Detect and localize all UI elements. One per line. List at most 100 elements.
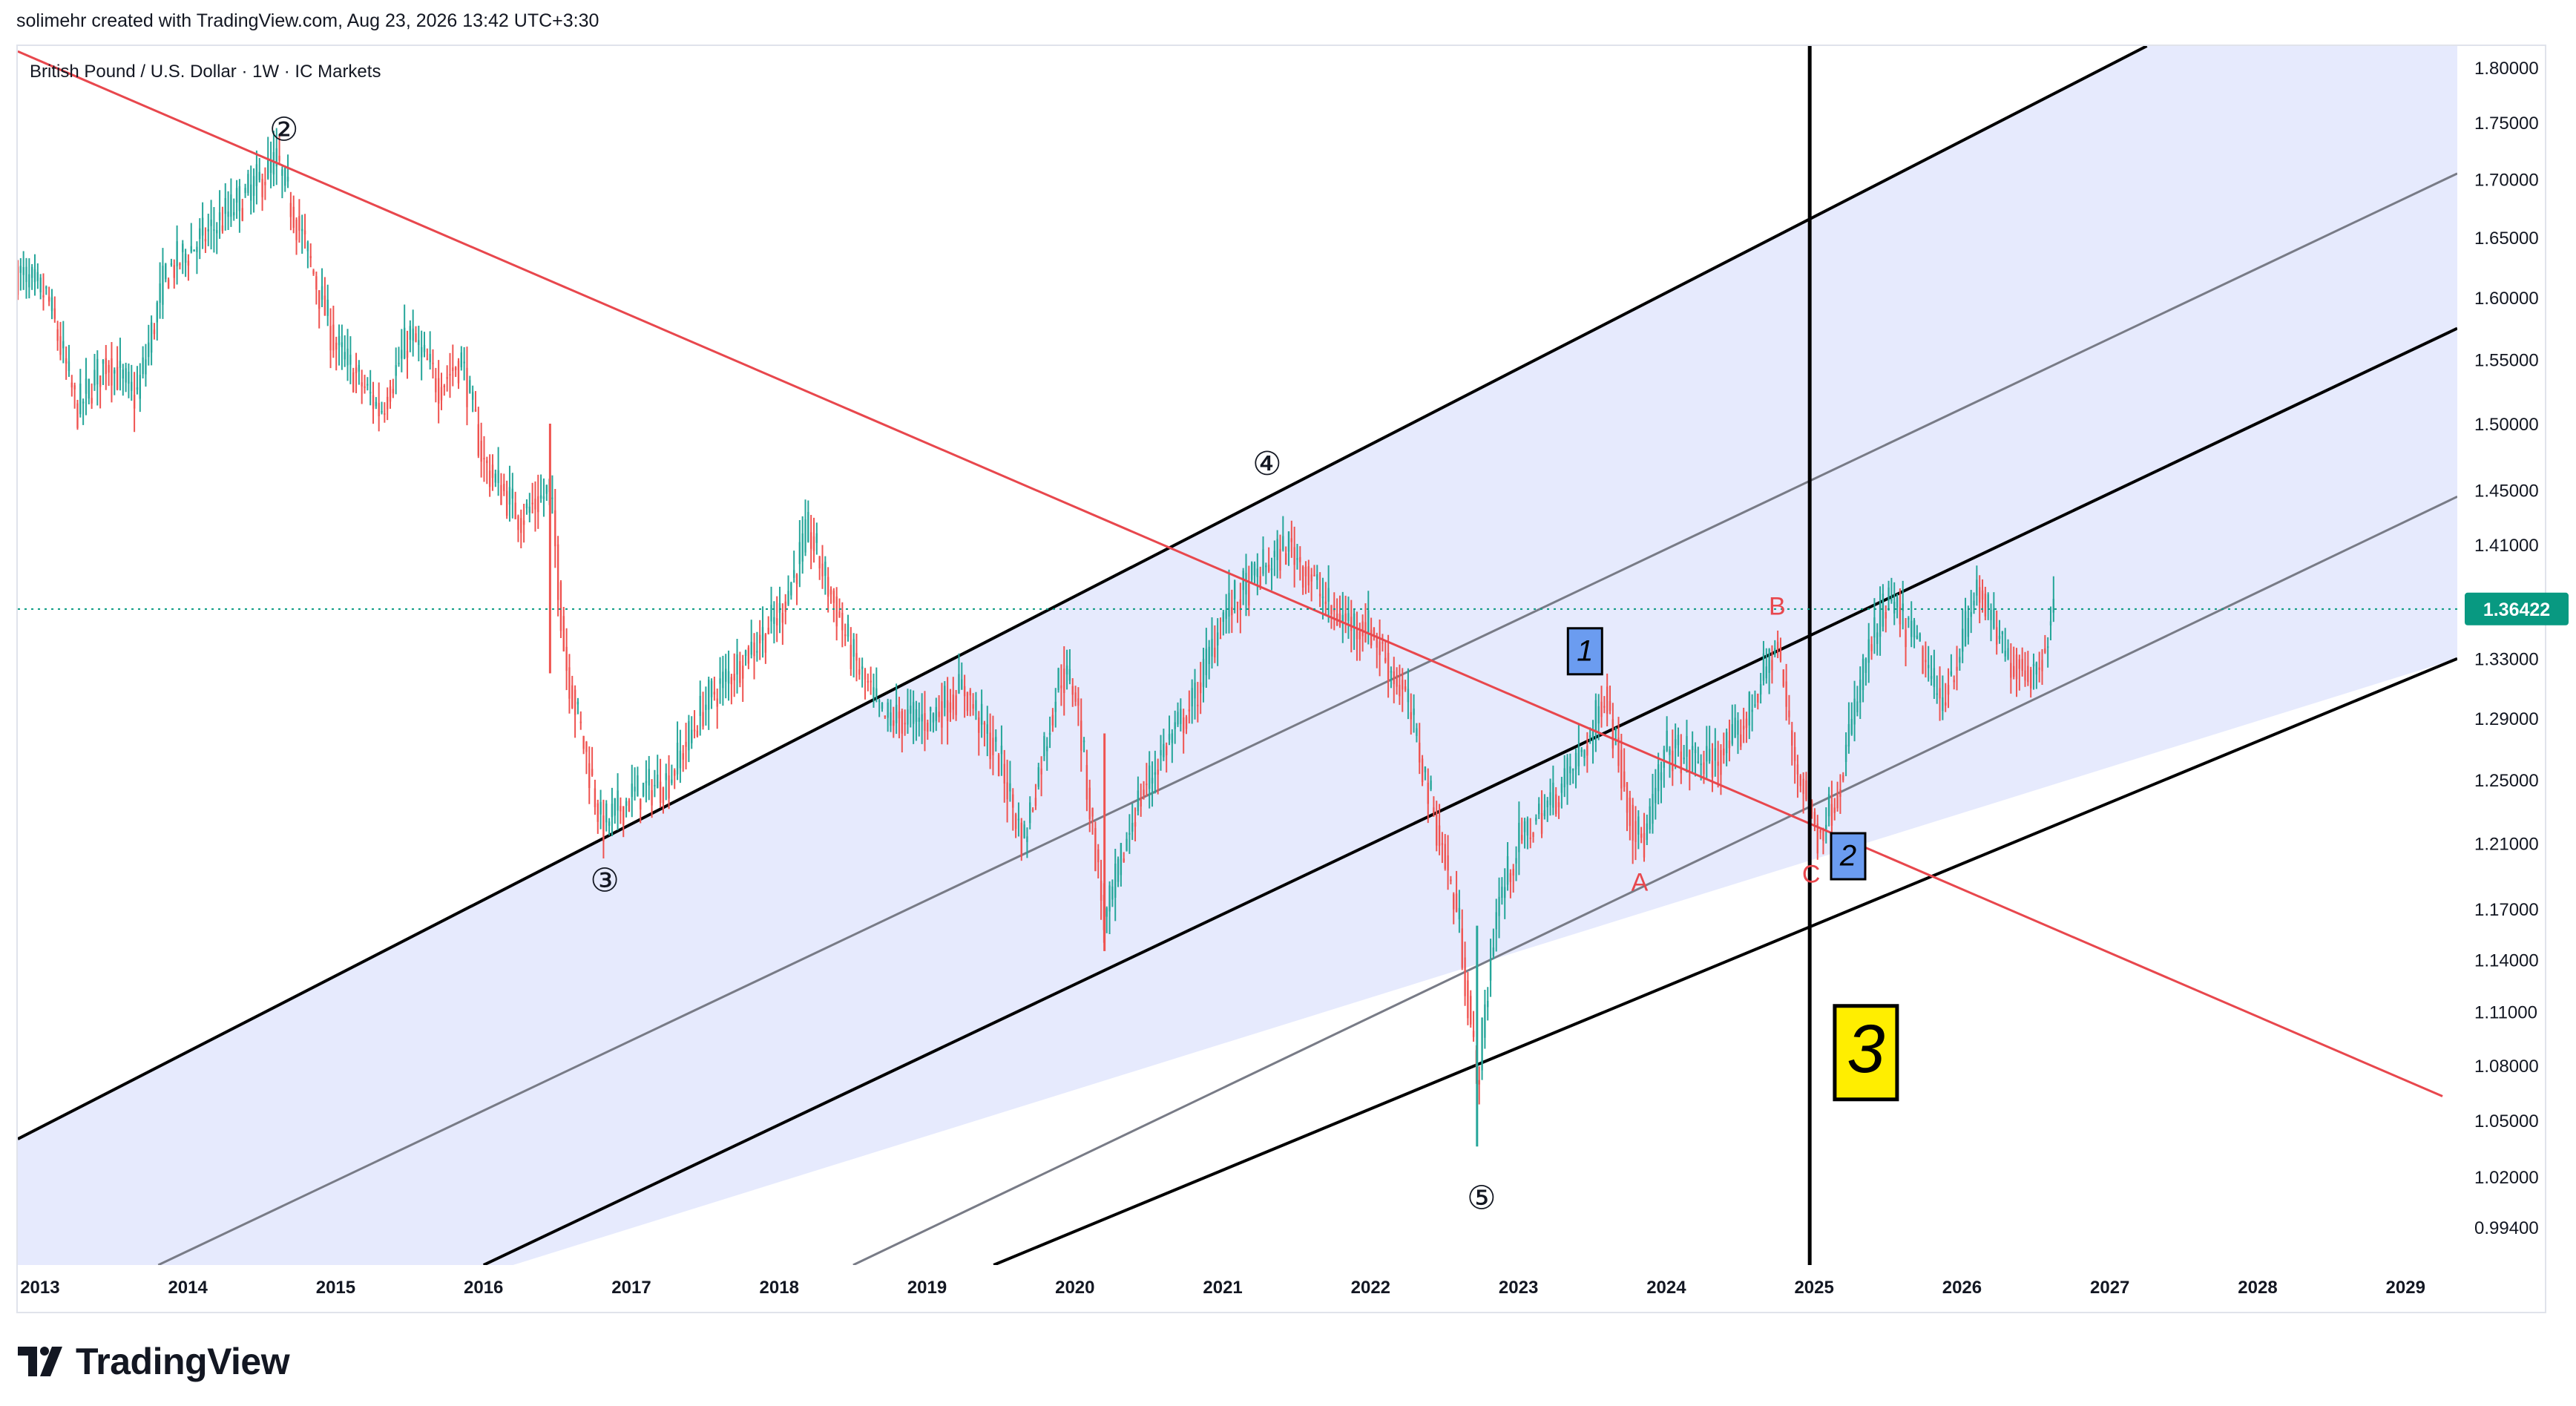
candle-body xyxy=(679,750,682,769)
chart-frame[interactable] xyxy=(16,45,2546,1313)
candle xyxy=(1657,752,1660,805)
candle xyxy=(176,225,178,285)
y-tick-label: 1.80000 xyxy=(2474,59,2539,79)
tradingview-logo[interactable]: TradingView xyxy=(18,1340,290,1383)
channel-line-3 xyxy=(993,657,2457,1265)
candle-body xyxy=(1523,821,1526,832)
candle xyxy=(213,207,215,253)
wave-label-4: ⑤ xyxy=(1467,1179,1496,1217)
candle xyxy=(955,689,957,721)
candle xyxy=(1146,763,1148,797)
candle-body xyxy=(136,387,139,390)
candle xyxy=(1171,729,1174,763)
candle xyxy=(1074,686,1077,706)
candle-body xyxy=(278,155,280,161)
candle xyxy=(1867,622,1870,683)
candle-body xyxy=(2010,663,2012,678)
candle-body xyxy=(1979,587,1981,603)
candle-body xyxy=(261,179,263,197)
candle-body xyxy=(1450,879,1452,881)
candle-body xyxy=(298,216,300,231)
candle xyxy=(1131,804,1134,841)
candle xyxy=(159,262,161,319)
candle xyxy=(685,723,687,769)
candle xyxy=(486,456,488,484)
candle-body xyxy=(1620,749,1623,789)
candle xyxy=(671,764,673,786)
candle xyxy=(19,257,22,291)
candle xyxy=(165,263,167,283)
candle xyxy=(1614,727,1617,746)
candle xyxy=(474,391,477,413)
candle-body xyxy=(531,502,533,505)
candle xyxy=(844,623,847,646)
candle xyxy=(91,383,93,410)
candle-body xyxy=(1166,746,1168,755)
candle-body xyxy=(815,533,818,543)
candle-body xyxy=(1737,720,1739,735)
candle xyxy=(466,346,468,426)
candle xyxy=(323,277,326,316)
candle-body xyxy=(1034,798,1037,807)
candle-body xyxy=(1847,723,1850,747)
candle xyxy=(1521,817,1523,844)
candle-body xyxy=(585,741,588,752)
candle xyxy=(2038,651,2040,683)
candle xyxy=(477,407,479,459)
y-tick-label: 1.33000 xyxy=(2474,650,2539,670)
candle-body xyxy=(1441,843,1444,845)
candle-body xyxy=(1873,617,1876,638)
candle xyxy=(1020,818,1022,861)
candle xyxy=(1114,848,1117,922)
candle-body xyxy=(1734,717,1736,738)
candle-body xyxy=(1344,613,1347,621)
candle-body xyxy=(1538,804,1540,815)
candle-body xyxy=(45,286,47,289)
candle-body xyxy=(614,798,616,816)
candle xyxy=(1691,731,1694,773)
candle xyxy=(1373,627,1376,641)
candle-body xyxy=(1313,574,1315,576)
candle xyxy=(1680,734,1683,784)
last-price-tag[interactable]: 1.36422 xyxy=(2465,592,2569,625)
candle-body xyxy=(1902,603,1904,611)
candle-body xyxy=(1546,801,1548,808)
candle xyxy=(93,353,96,391)
candle-body xyxy=(108,364,110,373)
candle-body xyxy=(358,364,361,372)
candle-body xyxy=(1577,746,1580,766)
candle xyxy=(1734,704,1736,738)
candle-body xyxy=(975,700,977,711)
candle-body xyxy=(910,705,912,714)
candle xyxy=(494,469,496,487)
candle-body xyxy=(545,484,548,494)
candle xyxy=(2024,651,2026,687)
candle-body xyxy=(1862,658,1864,690)
candle-body xyxy=(477,424,479,456)
candle xyxy=(1009,761,1011,802)
y-tick-label: 1.11000 xyxy=(2474,1003,2537,1023)
candle xyxy=(1549,778,1551,816)
candle-body xyxy=(1864,658,1867,673)
candle-body xyxy=(153,329,156,335)
candle xyxy=(1014,812,1017,838)
x-tick-label: 2027 xyxy=(2090,1278,2129,1298)
candle-body xyxy=(1842,775,1844,781)
candle-body xyxy=(250,184,252,201)
candle-body xyxy=(835,597,838,627)
candle xyxy=(1512,864,1514,893)
candle xyxy=(1324,582,1327,617)
candle-body xyxy=(1419,742,1421,763)
candle xyxy=(764,633,767,664)
candle-body xyxy=(1660,772,1663,781)
candle xyxy=(841,602,844,648)
candle-body xyxy=(440,387,443,401)
candle-body xyxy=(932,713,935,723)
candle xyxy=(1652,773,1654,834)
candle xyxy=(375,397,378,410)
candle-body xyxy=(133,395,136,409)
candle-body xyxy=(898,712,901,719)
candle-body xyxy=(537,496,539,513)
candle xyxy=(167,277,170,289)
